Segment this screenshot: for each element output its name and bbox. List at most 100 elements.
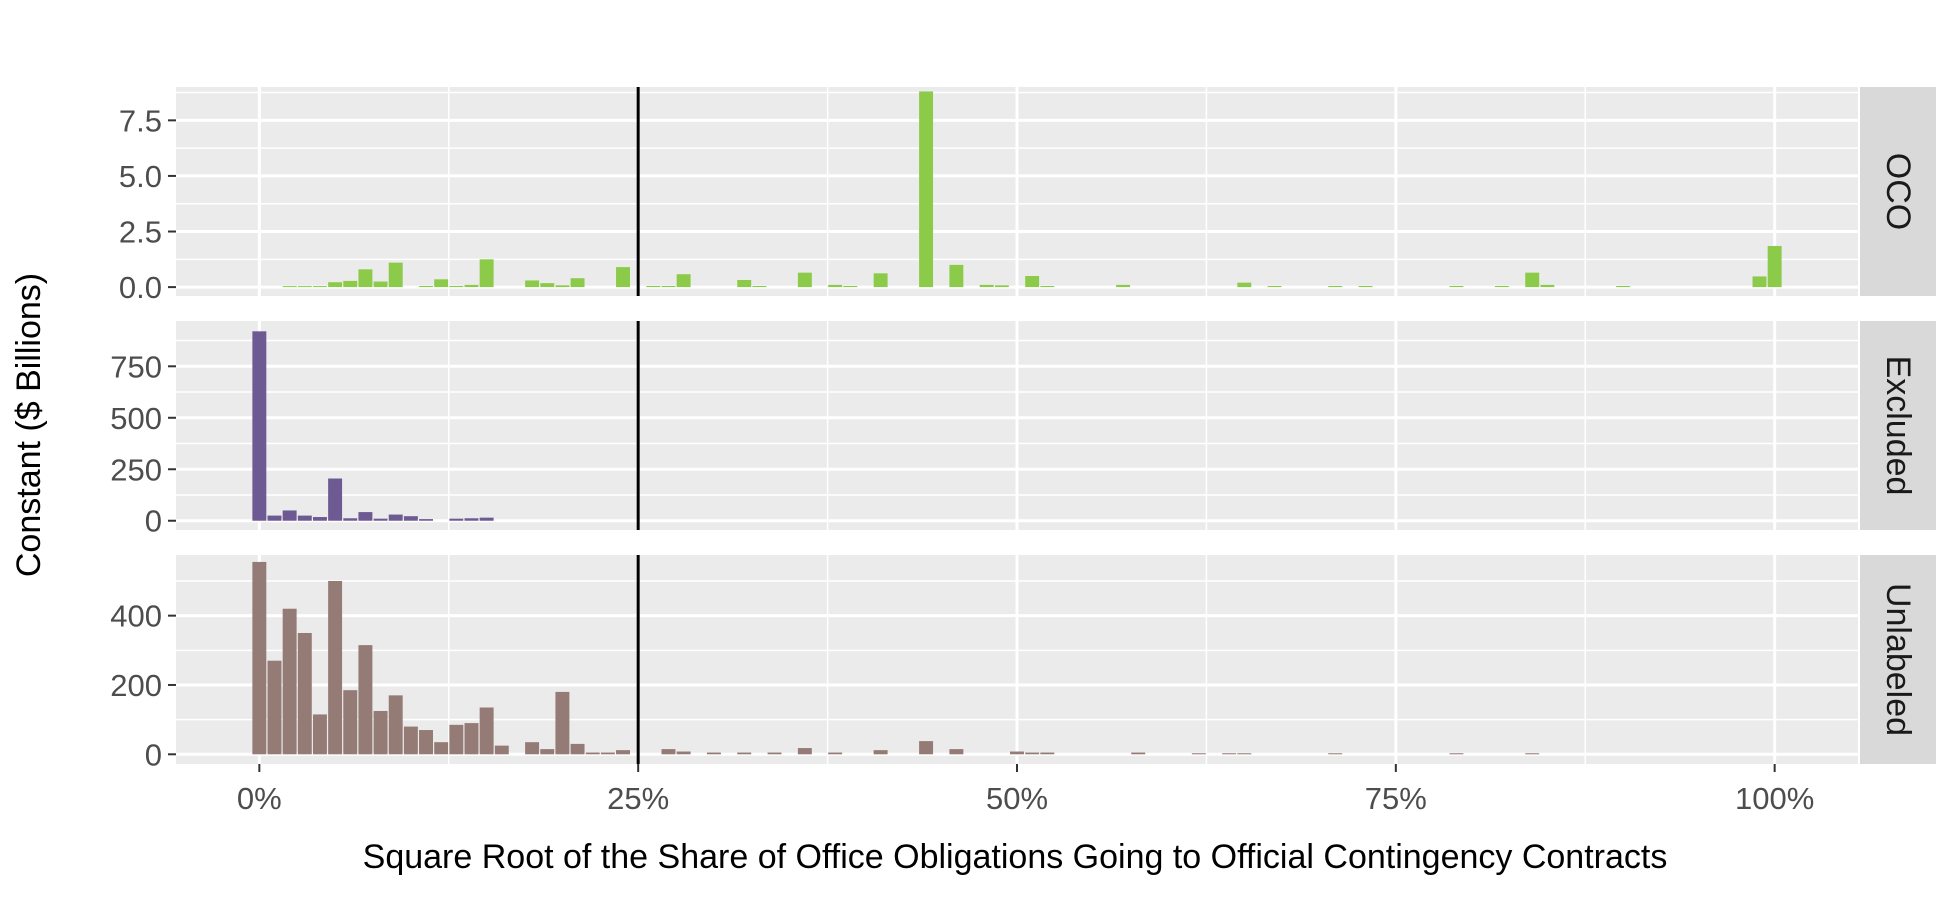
bar-oco-32 — [1040, 285, 1055, 288]
bar-excluded-0 — [252, 331, 267, 521]
chart-panels: 0.0 2.5 5.0 7.5 OCO 0 250 500 750 Excluded 0 200 400… — [110, 87, 1936, 772]
bar-oco-35 — [1267, 285, 1282, 288]
bar-unlabeled-6 — [343, 690, 358, 755]
bar-unlabeled-30 — [828, 752, 843, 755]
x-axis-title: Square Root of the Share of Office Oblig… — [363, 838, 1668, 876]
bar-oco-2 — [312, 286, 327, 288]
bar-unlabeled-24 — [661, 749, 676, 755]
panel-unlabeled: 0 200 400 Unlabeled — [110, 555, 1936, 772]
y-tick-label: 250 — [110, 452, 162, 487]
x-tick-label: 25% — [607, 781, 669, 816]
y-tick-label: 200 — [110, 668, 162, 703]
bar-oco-1 — [297, 286, 312, 288]
bar-unlabeled-19 — [555, 691, 570, 755]
bar-excluded-6 — [343, 518, 358, 521]
bar-oco-9 — [434, 279, 449, 288]
bar-unlabeled-41 — [1328, 753, 1343, 755]
bar-oco-40 — [1525, 272, 1540, 288]
panel-oco: 0.0 2.5 5.0 7.5 OCO — [119, 87, 1936, 305]
bar-oco-21 — [737, 279, 752, 288]
facet-label-oco: OCO — [1879, 153, 1917, 230]
bar-excluded-11 — [419, 519, 433, 521]
bar-oco-29 — [979, 284, 994, 288]
bar-unlabeled-5 — [328, 581, 343, 755]
bar-oco-27 — [919, 91, 934, 288]
bar-oco-10 — [449, 285, 464, 288]
bar-oco-16 — [570, 278, 585, 288]
bar-oco-22 — [752, 285, 767, 288]
bar-oco-34 — [1237, 282, 1252, 288]
bar-unlabeled-9 — [388, 695, 403, 755]
y-tick-label: 0 — [145, 737, 162, 772]
bar-excluded-4 — [312, 517, 327, 521]
bar-oco-26 — [873, 273, 888, 288]
bar-oco-43 — [1752, 276, 1767, 288]
y-tick-label: 5.0 — [119, 159, 162, 194]
bar-oco-23 — [797, 272, 812, 288]
bar-oco-6 — [373, 281, 388, 288]
bar-oco-17 — [616, 267, 630, 288]
bar-unlabeled-34 — [1010, 751, 1024, 755]
bar-unlabeled-40 — [1237, 753, 1252, 755]
y-tick-label: 2.5 — [119, 215, 162, 250]
bar-oco-7 — [388, 262, 403, 288]
x-tick-label: 75% — [1365, 781, 1427, 816]
bar-oco-28 — [949, 264, 964, 288]
bar-excluded-14 — [479, 517, 494, 521]
facet-strip — [1860, 87, 1936, 296]
y-axis-title: Constant ($ Billions) — [10, 273, 48, 577]
bar-unlabeled-17 — [525, 742, 540, 755]
bar-unlabeled-15 — [479, 707, 494, 755]
x-tick-label: 50% — [986, 781, 1048, 816]
bar-unlabeled-1 — [267, 660, 282, 755]
bar-unlabeled-4 — [312, 714, 327, 755]
bar-excluded-2 — [282, 510, 297, 521]
bar-unlabeled-18 — [540, 749, 555, 755]
bar-oco-11 — [464, 284, 479, 288]
bar-oco-33 — [1116, 284, 1131, 288]
bar-unlabeled-16 — [494, 745, 509, 755]
bar-excluded-5 — [328, 478, 343, 521]
bar-unlabeled-32 — [919, 741, 934, 755]
bar-unlabeled-11 — [419, 730, 433, 755]
bar-oco-36 — [1328, 285, 1343, 288]
bar-oco-8 — [419, 285, 433, 288]
y-tick-label: 500 — [110, 401, 162, 436]
x-tick-label: 100% — [1735, 781, 1814, 816]
bar-unlabeled-25 — [676, 751, 691, 755]
y-tick-label: 400 — [110, 599, 162, 634]
bar-unlabeled-12 — [434, 742, 449, 755]
bar-excluded-8 — [373, 518, 388, 521]
bar-unlabeled-42 — [1449, 753, 1464, 755]
panel-excluded: 0 250 500 750 Excluded — [110, 321, 1936, 539]
bar-oco-15 — [555, 285, 570, 288]
x-tick-label: 0% — [237, 781, 282, 816]
x-axis: 0% 25% 50% 75% 100% — [237, 764, 1814, 816]
bar-oco-39 — [1494, 285, 1509, 288]
bar-unlabeled-26 — [706, 752, 721, 755]
bar-unlabeled-10 — [403, 726, 418, 755]
bar-excluded-10 — [403, 516, 418, 521]
bar-oco-25 — [843, 285, 858, 288]
bar-unlabeled-7 — [358, 645, 373, 755]
facet-strip — [1860, 555, 1936, 764]
bar-unlabeled-31 — [873, 750, 888, 755]
bar-excluded-3 — [297, 515, 312, 521]
bar-unlabeled-14 — [464, 723, 479, 755]
bar-oco-42 — [1616, 285, 1631, 288]
bar-excluded-13 — [464, 518, 479, 521]
bar-oco-5 — [358, 269, 373, 288]
bar-excluded-1 — [267, 515, 282, 521]
bar-oco-18 — [646, 285, 661, 288]
bar-oco-13 — [525, 280, 540, 288]
bar-unlabeled-28 — [767, 752, 782, 755]
bar-oco-44 — [1767, 245, 1782, 288]
bar-oco-37 — [1358, 285, 1373, 288]
bar-unlabeled-2 — [282, 608, 297, 755]
y-tick-label: 750 — [110, 349, 162, 384]
bar-unlabeled-33 — [949, 749, 964, 755]
bar-excluded-7 — [358, 512, 373, 521]
bar-unlabeled-36 — [1040, 752, 1055, 755]
bar-unlabeled-27 — [737, 752, 752, 755]
